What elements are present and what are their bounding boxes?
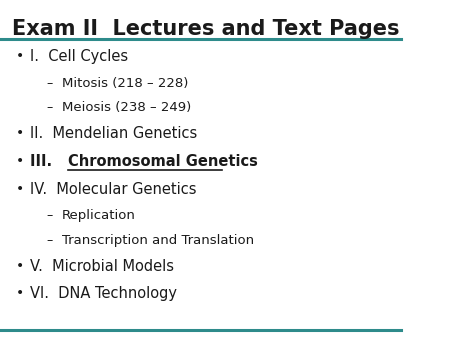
Text: •: • xyxy=(16,286,24,300)
Text: Exam II  Lectures and Text Pages: Exam II Lectures and Text Pages xyxy=(12,19,400,39)
Text: •: • xyxy=(16,126,24,140)
Text: III.: III. xyxy=(30,154,63,169)
Text: •: • xyxy=(16,154,24,168)
Text: I.  Cell Cycles: I. Cell Cycles xyxy=(30,49,128,64)
Text: V.  Microbial Models: V. Microbial Models xyxy=(30,259,174,273)
Text: •: • xyxy=(16,49,24,63)
Text: •: • xyxy=(16,259,24,272)
Text: IV.  Molecular Genetics: IV. Molecular Genetics xyxy=(30,182,197,196)
Text: –: – xyxy=(46,77,52,90)
Text: Transcription and Translation: Transcription and Translation xyxy=(62,234,254,247)
Text: VI.  DNA Technology: VI. DNA Technology xyxy=(30,286,177,301)
Text: –: – xyxy=(46,209,52,222)
Text: •: • xyxy=(16,182,24,195)
Text: Mitosis (218 – 228): Mitosis (218 – 228) xyxy=(62,77,189,90)
Text: Chromosomal Genetics: Chromosomal Genetics xyxy=(68,154,258,169)
Text: –: – xyxy=(46,101,52,114)
Text: Meiosis (238 – 249): Meiosis (238 – 249) xyxy=(62,101,191,114)
Text: II.  Mendelian Genetics: II. Mendelian Genetics xyxy=(30,126,197,141)
Text: Replication: Replication xyxy=(62,209,136,222)
Text: –: – xyxy=(46,234,52,247)
